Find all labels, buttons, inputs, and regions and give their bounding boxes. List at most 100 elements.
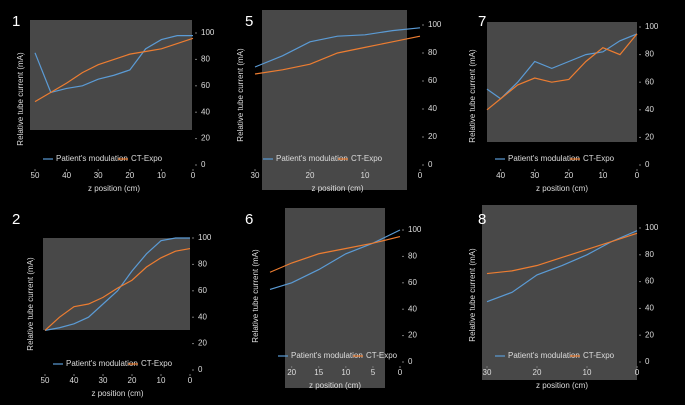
x-tick-label: 50 [31,171,40,180]
ct-image [43,238,190,330]
x-axis-label: z position (cm) [88,184,140,193]
x-tick-label: 0 [635,368,640,377]
y-tick-label: 20 [201,134,210,143]
y-axis-label: Relative tube current (mA) [251,249,260,343]
x-tick-label: 10 [157,376,166,385]
panel-label: 8 [478,211,486,228]
y-tick-label: 100 [428,20,442,29]
y-tick-label: 0 [408,357,413,366]
y-tick-label: 0 [201,160,206,169]
y-tick-label: 40 [645,304,654,313]
panel-label: 5 [245,13,253,30]
y-tick-label: 20 [198,339,207,348]
x-tick-label: 0 [188,376,193,385]
x-tick-label: 20 [125,171,134,180]
y-tick-label: 100 [201,28,215,37]
data-line [269,229,401,290]
y-tick-label: 60 [408,278,417,287]
x-tick-label: 20 [287,368,296,377]
x-tick-label: 10 [341,368,350,377]
legend-label: Patient's modulation [56,154,128,163]
y-tick-label: 60 [645,277,654,286]
y-tick-label: 0 [645,160,650,169]
x-tick-label: 30 [251,171,260,180]
y-tick-label: 20 [428,132,437,141]
y-tick-label: 60 [198,286,207,295]
y-axis-label: Relative tube current (mA) [236,48,245,142]
data-line [486,232,638,275]
y-tick-label: 0 [428,160,433,169]
x-axis-label: z position (cm) [91,389,143,398]
panel-label: 1 [12,13,20,30]
legend-label: CT-Expo [131,154,163,163]
y-tick-label: 40 [198,312,207,321]
x-tick-label: 30 [99,376,108,385]
data-line [486,33,638,100]
x-tick-label: 30 [483,368,492,377]
x-tick-label: 0 [635,171,640,180]
x-tick-label: 40 [70,376,79,385]
data-line [254,27,421,68]
x-tick-label: 40 [496,171,505,180]
x-axis-label: z position (cm) [311,184,363,193]
y-tick-label: 60 [645,77,654,86]
y-tick-label: 80 [408,252,417,261]
y-tick-label: 60 [428,76,437,85]
y-tick-label: 80 [201,55,210,64]
x-tick-label: 10 [157,171,166,180]
x-tick-label: 15 [314,368,323,377]
x-tick-label: 40 [62,171,71,180]
legend-label: CT-Expo [141,359,173,368]
data-line [486,33,638,111]
y-tick-label: 80 [645,50,654,59]
ct-image [487,22,637,142]
y-tick-label: 40 [645,105,654,114]
legend-label: Patient's modulation [508,351,580,360]
y-tick-label: 80 [428,48,437,57]
legend-label: Patient's modulation [276,154,348,163]
data-line [269,236,401,273]
y-tick-label: 80 [645,250,654,259]
y-tick-label: 100 [645,22,659,31]
y-tick-label: 40 [201,107,210,116]
x-tick-label: 50 [41,376,50,385]
y-tick-label: 100 [408,225,422,234]
panel-label: 6 [245,211,253,228]
x-tick-label: 10 [583,368,592,377]
legend-label: CT-Expo [366,351,398,360]
legend-label: Patient's modulation [508,154,580,163]
y-tick-label: 20 [408,331,417,340]
x-tick-label: 20 [564,171,573,180]
y-axis-label: Relative tube current (mA) [16,52,25,146]
y-tick-label: 80 [198,260,207,269]
data-line [44,237,190,331]
y-axis-label: Relative tube current (mA) [26,257,35,351]
ct-image [262,10,407,190]
x-tick-label: 0 [191,171,196,180]
x-tick-label: 10 [598,171,607,180]
y-tick-label: 20 [645,330,654,339]
y-tick-label: 40 [408,304,417,313]
y-tick-label: 100 [198,233,212,242]
y-axis-label: Relative tube current (mA) [468,49,477,143]
x-tick-label: 20 [306,171,315,180]
data-line [34,37,194,103]
x-axis-label: z position (cm) [536,184,588,193]
x-tick-label: 30 [94,171,103,180]
legend-label: CT-Expo [351,154,383,163]
x-tick-label: 30 [530,171,539,180]
x-axis-label: z position (cm) [309,381,361,390]
panel-label: 2 [12,211,20,228]
y-tick-label: 20 [645,133,654,142]
legend-label: Patient's modulation [66,359,138,368]
y-tick-label: 0 [645,357,650,366]
y-tick-label: 0 [198,365,203,374]
data-line [254,35,421,75]
y-axis-label: Relative tube current (mA) [468,248,477,342]
ct-image [482,205,637,380]
ct-image [285,208,385,388]
legend-label: CT-Expo [583,154,615,163]
x-tick-label: 0 [418,171,423,180]
x-tick-label: 10 [361,171,370,180]
